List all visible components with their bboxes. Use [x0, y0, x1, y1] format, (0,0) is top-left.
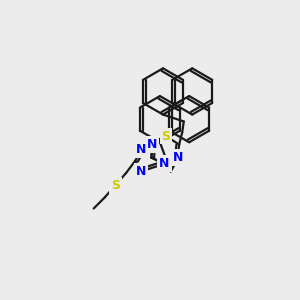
Text: S: S [111, 179, 120, 192]
Text: S: S [162, 130, 171, 142]
Text: N: N [159, 157, 170, 170]
Text: N: N [136, 165, 146, 178]
Text: N: N [172, 151, 183, 164]
Text: N: N [147, 138, 158, 151]
Text: N: N [136, 143, 147, 157]
